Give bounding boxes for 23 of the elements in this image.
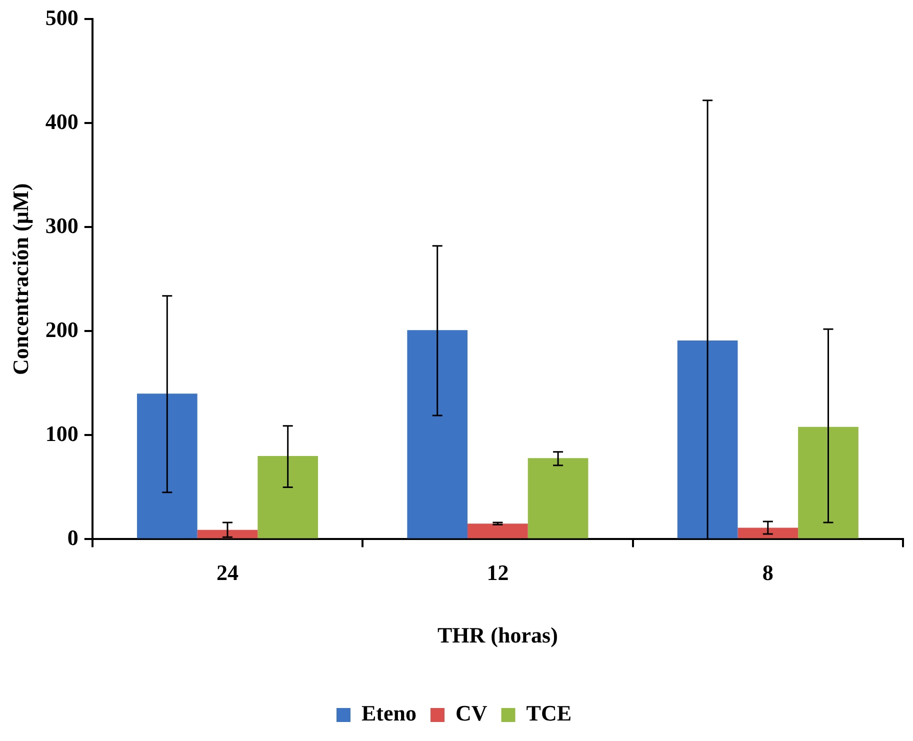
x-tick-label: 12 [486, 560, 509, 586]
bar [258, 456, 318, 538]
x-axis-title: THR (horas) [438, 622, 558, 648]
bar [798, 426, 858, 538]
legend-label: TCE [526, 700, 572, 726]
x-tick-label: 24 [216, 560, 238, 586]
bar [468, 524, 528, 538]
bar [738, 528, 798, 538]
legend-label: CV [455, 700, 488, 726]
y-tick-label: 100 [45, 420, 78, 446]
bar [136, 394, 198, 538]
y-tick-label: 500 [45, 4, 78, 30]
y-tick-label: 400 [45, 108, 78, 134]
legend-label: Eteno [361, 700, 416, 726]
bar [197, 530, 258, 538]
y-tick-label: 200 [45, 316, 78, 342]
y-tick-label: 300 [45, 212, 78, 238]
bar [528, 458, 588, 538]
bar [407, 330, 468, 538]
y-axis-title: Concentración (µM) [8, 183, 33, 376]
y-tick-label: 0 [67, 524, 78, 550]
x-tick-label: 8 [762, 560, 774, 586]
bar [677, 340, 738, 538]
